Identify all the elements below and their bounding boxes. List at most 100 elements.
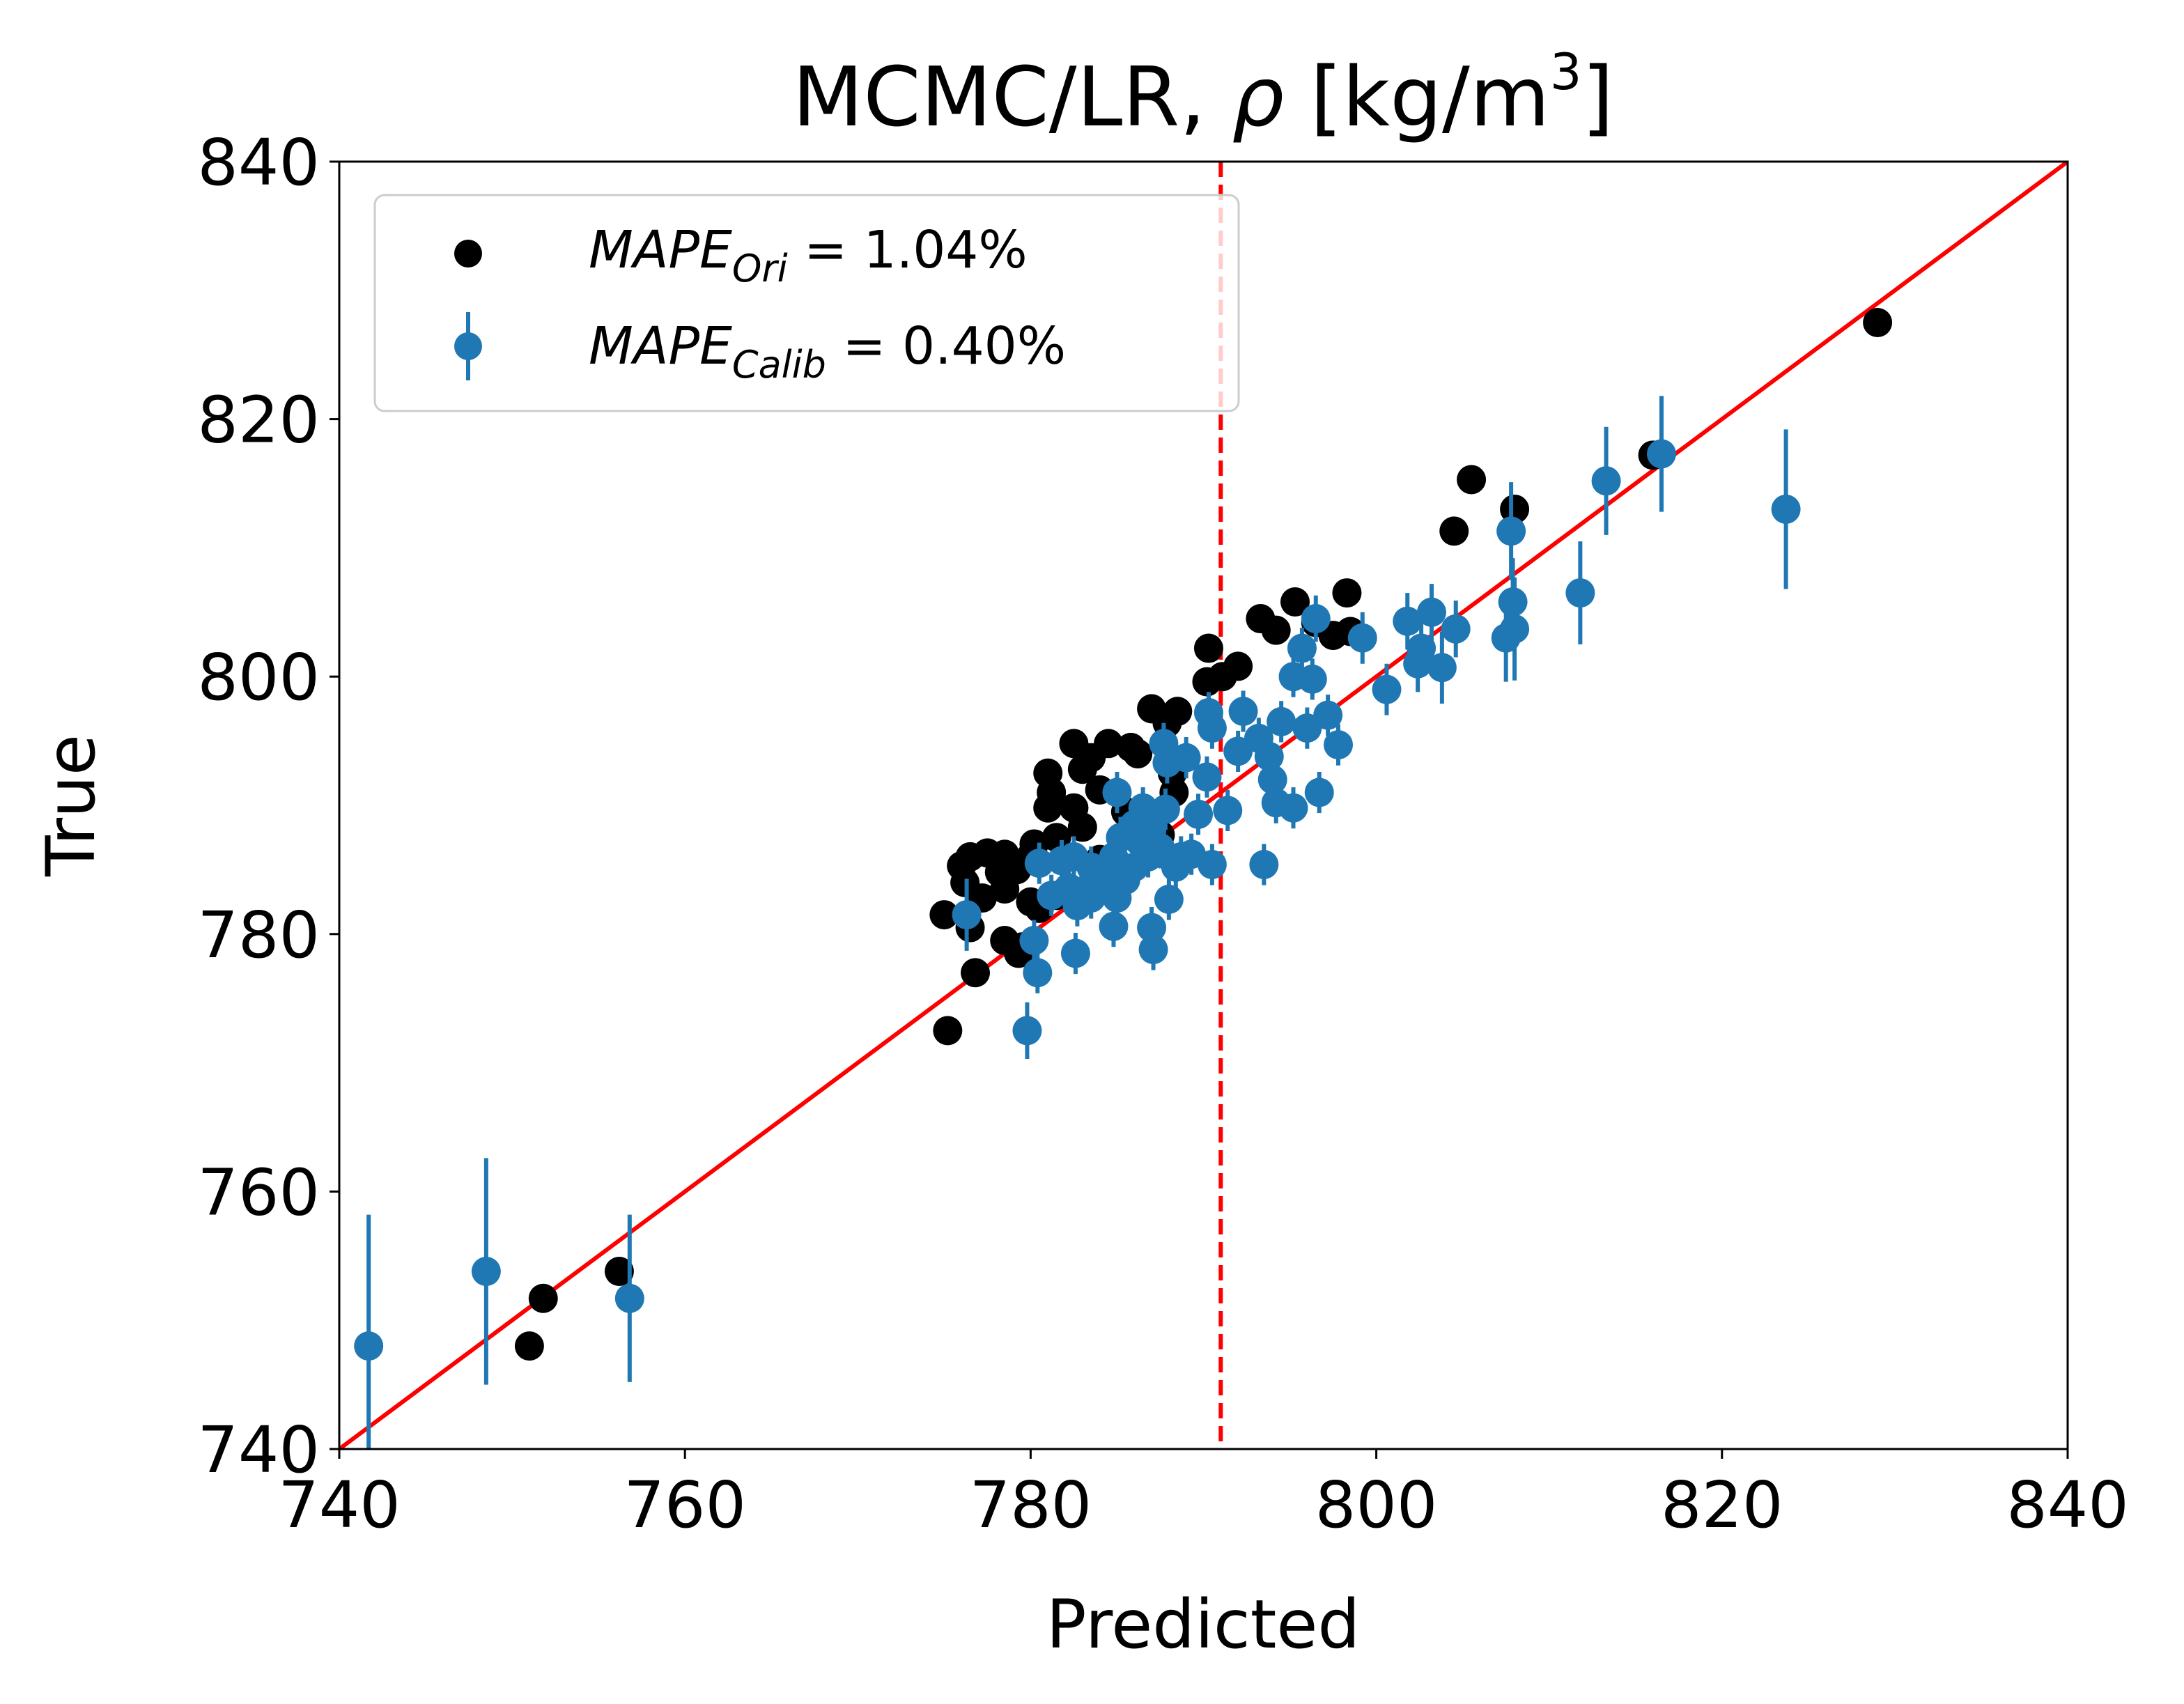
point-calib [1292,713,1322,743]
legend-label-calib: MAPECalib = 0.40% [589,316,1066,387]
x-tick-label: 840 [2006,1468,2129,1542]
point-calib [1228,697,1258,727]
point-calib [1152,748,1182,778]
point-calib [1347,623,1377,653]
point-calib [1047,846,1077,876]
plot-frame [338,160,2069,1450]
point-calib [1184,799,1214,829]
point-calib [1012,1016,1042,1046]
y-tick-label: 780 [197,898,320,973]
point-calib [1372,674,1402,704]
point-calib [1192,762,1222,792]
point-calib [1037,881,1067,911]
point-calib [1301,604,1331,634]
point-calib [1393,606,1423,636]
y-tick-label: 800 [197,640,320,715]
legend: MAPEOri = 1.04% MAPECalib = 0.40% [373,194,1240,412]
chart-title-end: ] [1582,49,1614,145]
legend-marker-calib [454,332,482,360]
legend-marker-ori [454,240,482,268]
data-points [354,308,1893,1449]
point-calib [1213,796,1243,826]
point-calib [1154,884,1184,914]
point-ori [1863,308,1893,337]
point-calib [1287,633,1317,663]
point-calib [1099,911,1129,941]
chart-title-main: MCMC/LR, [792,49,1232,145]
point-calib [1441,614,1471,644]
point-ori [990,874,1020,904]
point-ori [1041,823,1071,853]
point-calib [1565,578,1595,608]
point-calib [1161,852,1191,882]
point-calib [1223,736,1253,766]
x-tick-label: 800 [1315,1468,1438,1542]
legend-ori-sub: Ori [732,247,788,291]
point-ori [1193,633,1223,663]
point-calib [1024,849,1054,878]
legend-calib-sub: Calib [732,343,826,387]
chart-title-exponent: 3 [1550,42,1582,101]
point-ori [1067,754,1097,784]
point-calib [1249,850,1279,880]
point-calib [1304,777,1334,807]
y-tick-label: 740 [197,1413,320,1487]
point-calib [471,1256,501,1286]
x-tick-label: 820 [1661,1468,1783,1542]
legend-ori-value: = 1.04% [788,220,1028,280]
point-ori [1067,812,1097,842]
point-calib [1267,706,1296,736]
point-calib [1062,891,1092,921]
legend-label-ori: MAPEOri = 1.04% [589,220,1028,291]
point-calib [1278,793,1308,823]
point-calib [1403,649,1433,679]
legend-calib-value: = 0.40% [826,316,1066,376]
point-calib [1498,587,1528,617]
y-tick-label: 820 [197,383,320,458]
point-calib [1416,597,1446,627]
point-calib [1257,765,1287,795]
legend-box [373,194,1240,412]
point-calib [1646,439,1676,469]
point-calib [1102,883,1132,913]
point-ori [1123,739,1153,769]
point-calib [1150,794,1180,824]
point-calib [1197,850,1227,880]
point-ori [528,1283,558,1313]
point-calib [614,1283,644,1313]
point-calib [1197,713,1227,743]
point-calib [1324,730,1354,760]
x-axis-ticks: 740 760 780 800 820 840 [278,1449,2129,1542]
point-ori [1332,578,1362,608]
point-calib [1137,913,1167,943]
point-calib [1771,494,1801,524]
x-tick-label: 740 [278,1468,401,1542]
y-axis-ticks: 740 760 780 800 820 840 [197,125,339,1487]
point-calib [1591,466,1621,496]
point-calib [1102,777,1132,807]
point-ori [1500,494,1530,524]
point-calib [1427,653,1457,683]
chart-title-symbol: ρ [1232,49,1284,145]
point-ori [1261,615,1291,645]
legend-ori-base: MAPE [589,220,732,280]
point-ori [961,958,991,988]
point-ori [1280,587,1310,617]
point-ori [933,1016,963,1046]
y-tick-label: 840 [197,125,320,200]
point-ori [929,900,959,930]
point-ori [1457,465,1487,495]
point-calib [354,1331,384,1361]
y-tick-label: 760 [197,1155,320,1230]
point-ori [1439,516,1469,546]
point-calib [1254,741,1284,771]
point-calib [1138,934,1168,964]
point-ori [1033,793,1063,823]
point-ori [1192,667,1222,697]
legend-calib-base: MAPE [589,316,732,376]
point-calib [1491,623,1521,653]
point-calib [952,900,982,930]
point-ori [604,1256,634,1286]
point-calib [1297,664,1327,694]
